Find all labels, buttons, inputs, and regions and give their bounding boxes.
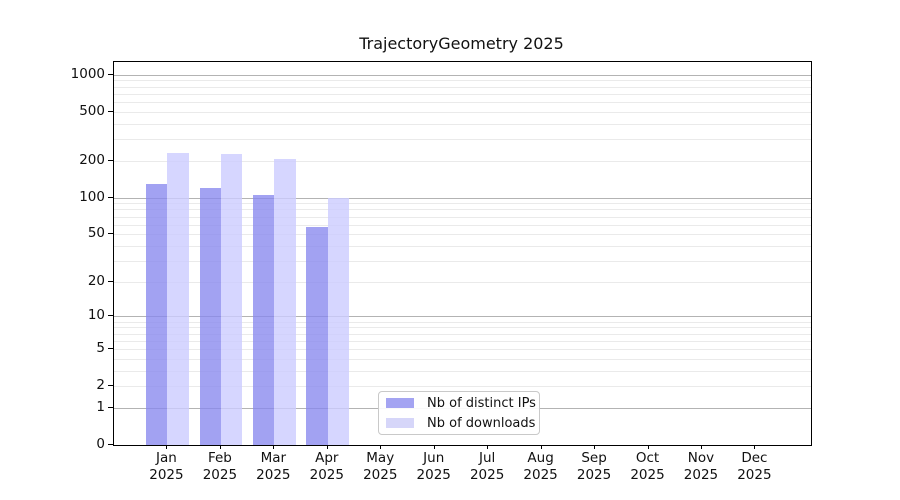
plot-area — [113, 61, 812, 446]
x-tick-year: 2025 — [149, 467, 184, 483]
legend-swatch-downloads — [386, 418, 414, 428]
x-axis-tick-label: May 2025 — [352, 450, 408, 484]
x-axis-tick — [433, 445, 435, 449]
x-tick-year: 2025 — [576, 467, 612, 483]
x-axis-tick — [273, 445, 275, 449]
y-axis-tick — [108, 444, 113, 445]
y-axis-tick — [108, 280, 113, 282]
y-axis-tick — [108, 110, 113, 112]
gridline-minor — [114, 160, 811, 162]
y-axis-tick-label: 50 — [87, 225, 105, 242]
x-axis-tick — [540, 445, 542, 449]
y-axis-tick-label: 100 — [79, 188, 105, 205]
x-tick-year: 2025 — [469, 467, 505, 483]
x-axis-tick — [380, 445, 382, 449]
y-axis-tick-label: 5 — [96, 339, 105, 356]
x-axis-tick-label: Jun 2025 — [406, 450, 462, 484]
y-axis-tick-label: 10 — [87, 307, 105, 324]
y-axis-tick — [108, 347, 113, 349]
bar-downloads — [274, 159, 296, 445]
x-tick-month: Jul — [479, 450, 496, 466]
y-axis-tick-label: 200 — [79, 151, 105, 168]
bar-distinct-ips — [199, 187, 221, 445]
x-tick-month: Apr — [315, 450, 339, 466]
bar-downloads — [327, 197, 350, 445]
x-tick-year: 2025 — [737, 467, 772, 483]
y-axis-tick — [108, 196, 113, 198]
gridline-minor — [114, 80, 811, 82]
chart-title: TrajectoryGeometry 2025 — [359, 34, 564, 53]
bar-downloads — [220, 154, 243, 445]
y-axis-tick-label: 0 — [96, 436, 105, 452]
x-axis-tick — [647, 445, 649, 449]
x-tick-month: Aug — [527, 450, 554, 466]
x-tick-month: Jan — [156, 450, 177, 466]
y-axis-tick — [108, 406, 113, 408]
x-tick-year: 2025 — [363, 467, 398, 483]
x-axis-tick-label: Mar 2025 — [245, 450, 301, 484]
y-axis-tick — [108, 385, 113, 387]
x-axis-tick-label: Jan 2025 — [138, 450, 194, 484]
y-axis-tick — [108, 159, 113, 161]
x-tick-year: 2025 — [202, 467, 238, 483]
x-tick-month: Nov — [687, 450, 715, 466]
x-axis-tick — [487, 445, 489, 449]
bar-downloads — [167, 153, 189, 445]
x-tick-year: 2025 — [309, 467, 344, 483]
x-tick-month: Mar — [260, 450, 287, 466]
x-axis-tick — [754, 445, 756, 449]
y-axis-tick — [108, 233, 113, 235]
gridline-minor — [114, 139, 811, 141]
gridline-minor — [114, 93, 811, 95]
x-axis-tick — [326, 445, 328, 449]
x-axis-tick-label: Nov 2025 — [673, 450, 729, 484]
legend-row-distinct-ips: Nb of distinct IPs — [386, 395, 539, 411]
x-tick-year: 2025 — [683, 467, 719, 483]
legend-row-downloads: Nb of downloads — [386, 415, 539, 431]
x-axis-tick-label: Sep 2025 — [566, 450, 622, 484]
x-tick-month: Oct — [635, 450, 660, 466]
x-axis-tick — [700, 445, 702, 449]
gridline-minor — [114, 111, 811, 113]
x-tick-month: Sep — [581, 450, 607, 466]
y-axis-tick-label: 500 — [79, 102, 105, 119]
bar-distinct-ips — [146, 183, 168, 445]
x-tick-year: 2025 — [256, 467, 291, 483]
x-axis-tick-label: Oct 2025 — [620, 450, 676, 484]
x-axis-tick-label: Aug 2025 — [513, 450, 569, 484]
legend: Nb of distinct IPs Nb of downloads — [378, 391, 540, 435]
bar-distinct-ips — [252, 195, 275, 445]
x-axis-tick-label: Feb 2025 — [192, 450, 248, 484]
x-axis-tick — [166, 445, 168, 449]
x-axis-tick — [594, 445, 596, 449]
x-tick-month: Feb — [207, 450, 232, 466]
gridline-minor — [114, 102, 811, 104]
x-tick-month: May — [366, 450, 395, 466]
legend-label-downloads: Nb of downloads — [427, 415, 536, 431]
y-axis-tick-label: 1 — [96, 398, 105, 415]
y-axis-tick-label: 20 — [87, 272, 105, 289]
bar-distinct-ips — [306, 227, 328, 445]
x-tick-month: Dec — [741, 450, 768, 466]
x-tick-year: 2025 — [416, 467, 451, 483]
gridline-major — [114, 74, 811, 76]
legend-swatch-distinct-ips — [386, 398, 414, 408]
x-tick-month: Jun — [423, 450, 445, 466]
x-axis-tick-label: Jul 2025 — [459, 450, 515, 484]
y-axis-tick-label: 2 — [96, 377, 105, 394]
y-axis-tick — [108, 315, 113, 317]
gridline-minor — [114, 86, 811, 88]
x-axis-tick — [219, 445, 221, 449]
legend-label-distinct-ips: Nb of distinct IPs — [427, 395, 536, 411]
x-axis-tick-label: Dec 2025 — [726, 450, 782, 484]
x-axis-tick-label: Apr 2025 — [299, 450, 355, 484]
y-axis-tick — [108, 73, 113, 75]
gridline-minor — [114, 123, 811, 125]
y-axis-tick-label: 1000 — [70, 65, 105, 82]
x-tick-year: 2025 — [630, 467, 665, 483]
x-tick-year: 2025 — [523, 467, 558, 483]
